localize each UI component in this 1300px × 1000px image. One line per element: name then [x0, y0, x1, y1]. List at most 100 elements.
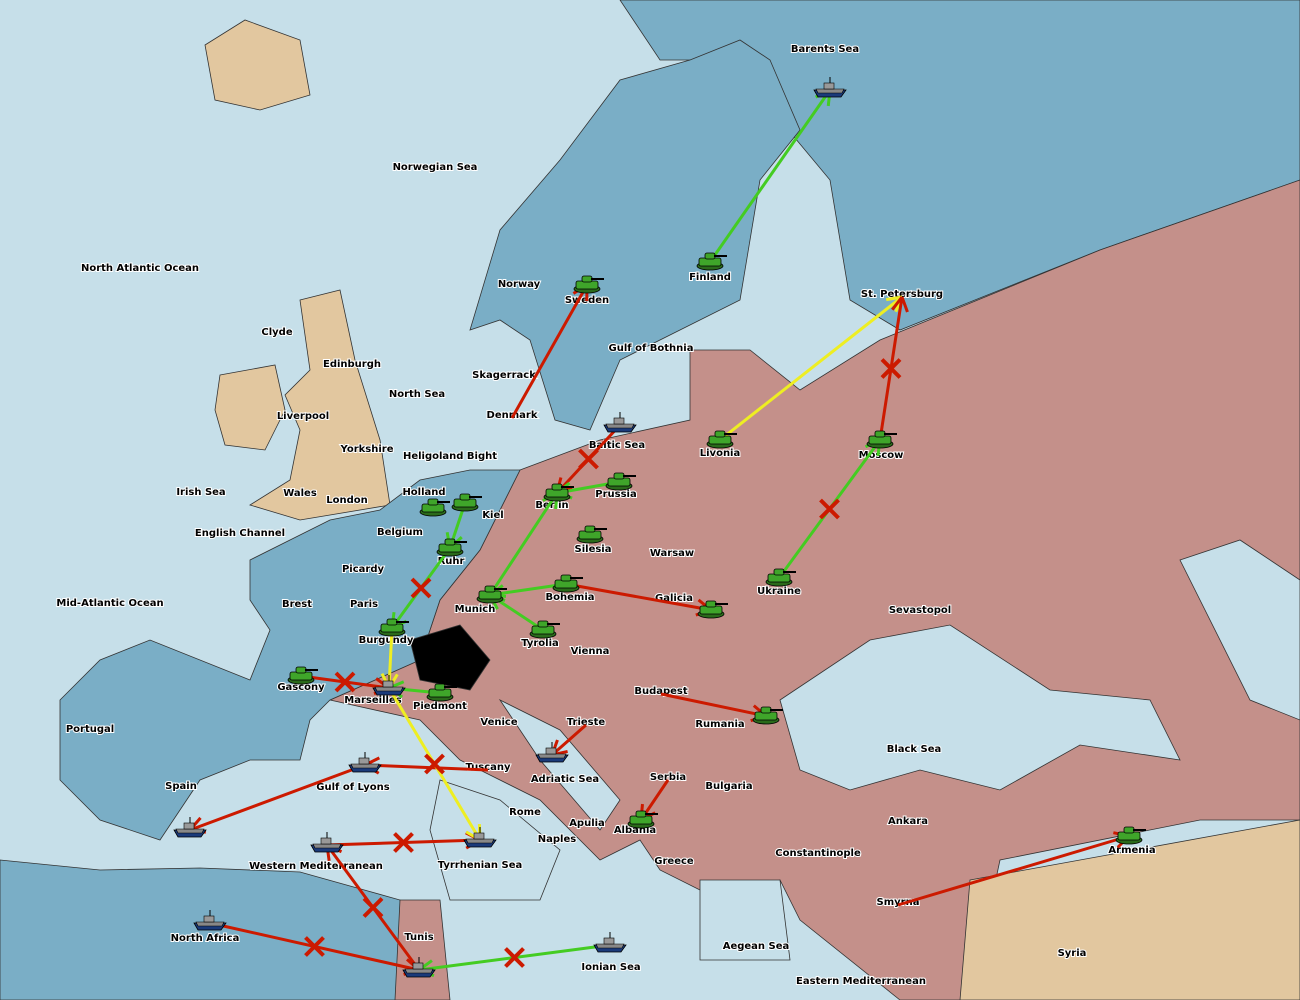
province-label[interactable]: Mid-Atlantic Ocean — [55, 597, 164, 610]
province-label[interactable]: Tyrolia — [520, 637, 560, 650]
province-label[interactable]: Aegean Sea — [722, 940, 791, 953]
fleet-ship-icon[interactable] — [193, 910, 227, 931]
province-label[interactable]: Vienna — [570, 645, 611, 658]
army-tank-icon[interactable] — [696, 252, 727, 271]
fleet-ship-icon[interactable] — [402, 957, 436, 978]
province-label[interactable]: Kiel — [481, 509, 504, 522]
province-label[interactable]: Naples — [537, 833, 577, 846]
province-label[interactable]: Tyrrhenian Sea — [437, 859, 524, 872]
army-tank-icon[interactable] — [573, 275, 604, 294]
province-label[interactable]: Sevastopol — [888, 604, 952, 617]
army-tank-icon[interactable] — [436, 538, 467, 557]
army-tank-icon[interactable] — [1115, 826, 1146, 845]
province-label[interactable]: Spain — [164, 780, 198, 793]
army-tank-icon[interactable] — [605, 472, 636, 491]
province-label[interactable]: Gulf of Lyons — [315, 781, 390, 794]
province-label[interactable]: Picardy — [341, 563, 386, 576]
army-tank-icon[interactable] — [752, 706, 783, 725]
province-label[interactable]: Burgundy — [358, 634, 415, 647]
province-label[interactable]: Eastern Mediterranean — [795, 975, 927, 988]
province-label[interactable]: Ukraine — [756, 585, 802, 598]
army-tank-icon[interactable] — [866, 430, 897, 449]
province-label[interactable]: Black Sea — [886, 743, 943, 756]
province-label[interactable]: Rome — [508, 806, 542, 819]
army-tank-icon[interactable] — [426, 683, 457, 702]
army-tank-icon[interactable] — [451, 493, 482, 512]
army-tank-icon[interactable] — [529, 620, 560, 639]
province-label[interactable]: Syria — [1057, 947, 1088, 960]
province-label[interactable]: North Atlantic Ocean — [80, 262, 200, 275]
province-label[interactable]: Tunis — [403, 931, 434, 944]
province-label[interactable]: Apulia — [568, 817, 606, 830]
fleet-ship-icon[interactable] — [173, 817, 207, 838]
province-label[interactable]: Trieste — [566, 716, 607, 729]
province-label[interactable]: Rumania — [694, 718, 745, 731]
province-label[interactable]: Greece — [653, 855, 695, 868]
army-tank-icon[interactable] — [476, 585, 507, 604]
province-label[interactable]: English Channel — [194, 527, 286, 540]
province-label[interactable]: Irish Sea — [175, 486, 226, 499]
province-label[interactable]: Berlin — [534, 499, 569, 512]
province-label[interactable]: Armenia — [1107, 844, 1156, 857]
province-label[interactable]: Heligoland Bight — [402, 450, 498, 463]
army-tank-icon[interactable] — [287, 666, 318, 685]
province-label[interactable]: Warsaw — [649, 547, 695, 560]
province-label[interactable]: Serbia — [649, 771, 687, 784]
fleet-ship-icon[interactable] — [372, 675, 406, 696]
province-label[interactable]: Prussia — [594, 488, 637, 501]
province-label[interactable]: Finland — [688, 271, 732, 284]
province-label[interactable]: Norwegian Sea — [392, 161, 479, 174]
province-label[interactable]: Tuscany — [464, 761, 512, 774]
fleet-ship-icon[interactable] — [603, 412, 637, 433]
province-label[interactable]: Edinburgh — [322, 358, 382, 371]
province-label[interactable]: Gulf of Bothnia — [608, 342, 695, 355]
army-tank-icon[interactable] — [378, 618, 409, 637]
fleet-ship-icon[interactable] — [348, 752, 382, 773]
province-label[interactable]: Ionian Sea — [580, 961, 641, 974]
army-tank-icon[interactable] — [627, 810, 658, 829]
army-tank-icon[interactable] — [697, 600, 728, 619]
province-label[interactable]: North Africa — [170, 932, 241, 945]
province-label[interactable]: Munich — [454, 603, 497, 616]
army-tank-icon[interactable] — [552, 574, 583, 593]
province-label[interactable]: Bulgaria — [704, 780, 753, 793]
fleet-ship-icon[interactable] — [535, 742, 569, 763]
province-label[interactable]: Norway — [497, 278, 542, 291]
army-tank-icon[interactable] — [765, 568, 796, 587]
province-label[interactable]: Adriatic Sea — [530, 773, 600, 786]
province-label[interactable]: London — [325, 494, 369, 507]
province-label[interactable]: North Sea — [388, 388, 446, 401]
province-label[interactable]: Constantinople — [774, 847, 862, 860]
army-tank-icon[interactable] — [543, 483, 574, 502]
fleet-ship-icon[interactable] — [813, 77, 847, 98]
province-label[interactable]: Holland — [401, 486, 446, 499]
province-label[interactable]: Venice — [479, 716, 518, 729]
province-label[interactable]: Livonia — [699, 447, 741, 460]
province-label[interactable]: Brest — [281, 598, 313, 611]
army-tank-icon[interactable] — [419, 498, 450, 517]
province-label[interactable]: Ankara — [887, 815, 929, 828]
fleet-ship-icon[interactable] — [310, 832, 344, 853]
province-label[interactable]: Portugal — [65, 723, 115, 736]
province-label[interactable]: St. Petersburg — [860, 288, 944, 301]
province-label[interactable]: Silesia — [574, 543, 613, 556]
fleet-ship-icon[interactable] — [593, 932, 627, 953]
province-label[interactable]: Paris — [349, 598, 379, 611]
province-label[interactable]: Smyrna — [876, 896, 921, 909]
province-label[interactable]: Belgium — [376, 526, 424, 539]
province-label[interactable]: Barents Sea — [790, 43, 860, 56]
province-label[interactable]: Yorkshire — [339, 443, 395, 456]
province-label[interactable]: Piedmont — [412, 700, 468, 713]
province-label[interactable]: Western Mediterranean — [248, 860, 384, 873]
army-tank-icon[interactable] — [706, 430, 737, 449]
province-label[interactable]: Marseilles — [343, 694, 402, 707]
province-label[interactable]: Liverpool — [276, 410, 330, 423]
fleet-ship-icon[interactable] — [463, 827, 497, 848]
province-label[interactable]: Skagerrack — [471, 369, 537, 382]
province-label[interactable]: Budapest — [633, 685, 689, 698]
province-label[interactable]: Clyde — [260, 326, 293, 339]
army-tank-icon[interactable] — [576, 525, 607, 544]
province-label[interactable]: Wales — [282, 487, 318, 500]
